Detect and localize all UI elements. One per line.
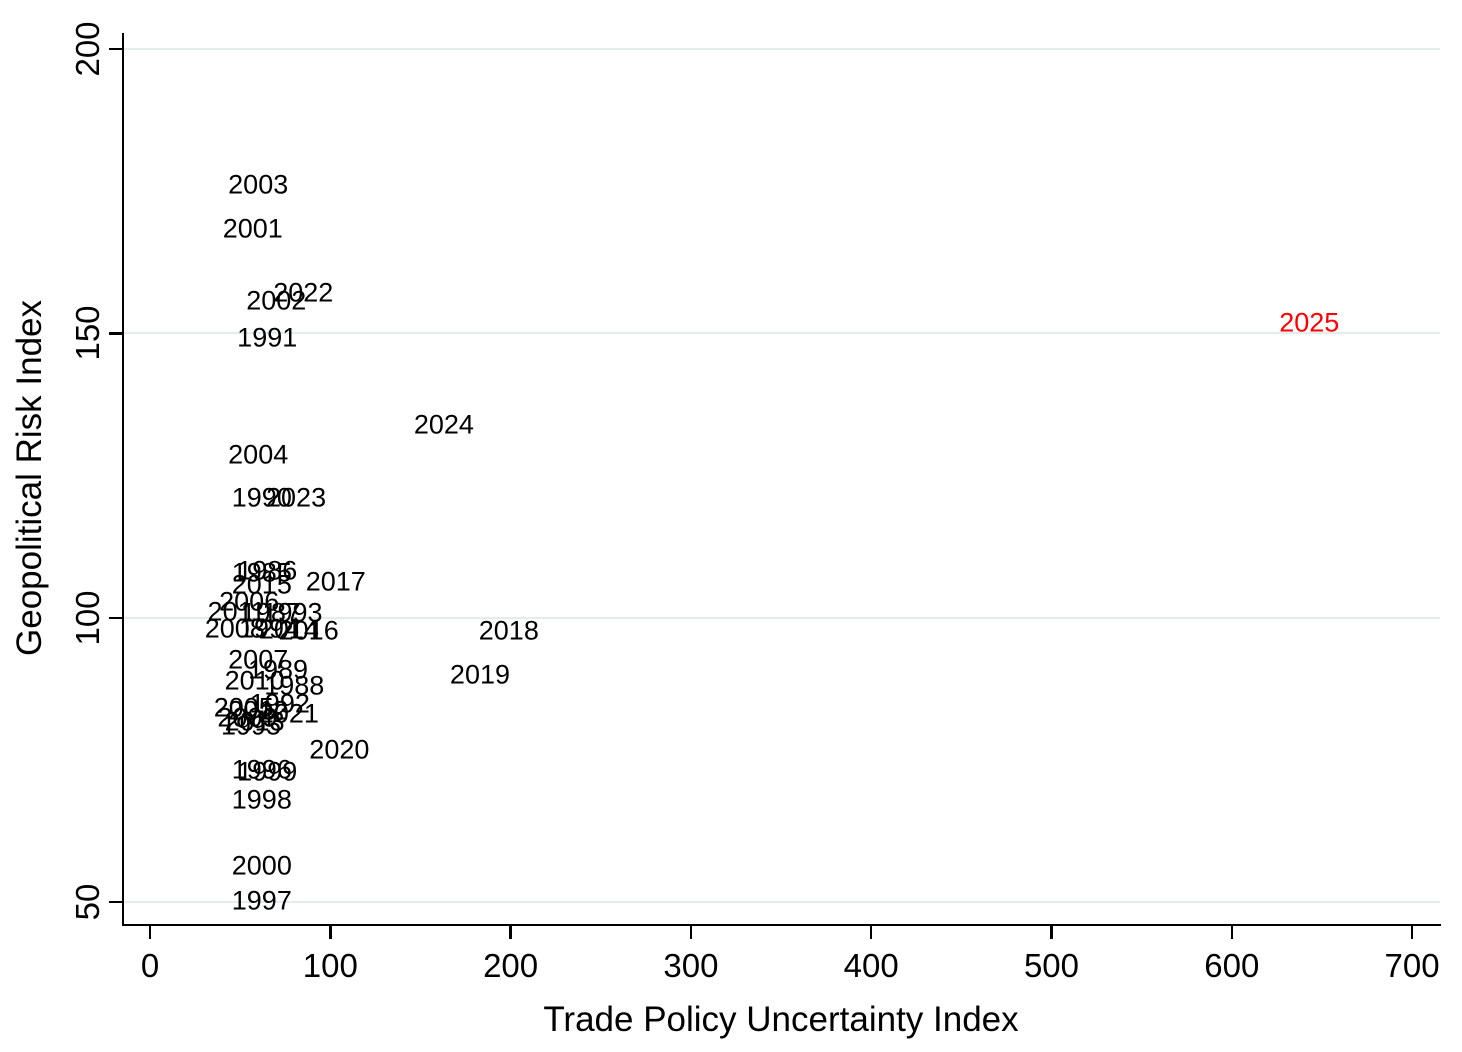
data-point-year-label: 2016 <box>278 615 339 646</box>
data-point-year-label: 1987 <box>240 597 301 628</box>
data-point-year-label: 2006 <box>219 586 280 617</box>
data-point-year-label: 2007 <box>228 644 289 675</box>
data-point-year-label: 2001 <box>222 213 283 244</box>
data-point-year-label: 2004 <box>228 439 289 470</box>
data-point-year-label: 2000 <box>231 850 292 881</box>
data-point-year-label: 2023 <box>266 482 327 513</box>
y-axis-title: Geopolitical Risk Index <box>10 300 49 656</box>
data-point-year-label: 1992 <box>249 688 310 719</box>
y-tick-mark <box>109 900 123 904</box>
x-tick-label: 200 <box>483 947 539 984</box>
data-point-year-label: 2021 <box>258 698 319 729</box>
x-tick-label: 400 <box>843 947 899 984</box>
data-point-year-label: 1991 <box>237 322 298 353</box>
y-tick-label: 100 <box>69 590 106 646</box>
y-tick-label: 150 <box>69 305 106 361</box>
y-tick-mark <box>109 332 123 335</box>
data-point-year-label: 2013 <box>224 706 285 737</box>
x-tick-label: 300 <box>663 947 719 984</box>
x-tick-label: 100 <box>302 947 358 984</box>
x-tick-label: 500 <box>1023 947 1079 984</box>
x-axis-line <box>121 923 1442 927</box>
data-point-year-label: 2019 <box>449 659 511 690</box>
x-tick-mark <box>1050 925 1053 939</box>
x-tick-mark <box>509 925 512 939</box>
y-tick-mark <box>109 616 123 620</box>
y-gridline <box>123 901 1440 904</box>
data-point-year-label: 2025 <box>1279 307 1340 338</box>
y-gridline <box>123 47 1440 50</box>
x-tick-mark <box>329 925 332 939</box>
data-point-year-label: 1990 <box>231 482 292 513</box>
data-point-year-label: 2008 <box>204 613 265 644</box>
data-point-year-label: 2012 <box>228 695 289 726</box>
data-point-year-label: 2024 <box>413 409 474 440</box>
data-point-year-label: 2020 <box>309 734 370 765</box>
data-point-year-label: 1986 <box>237 555 298 586</box>
data-point-year-label: 2017 <box>305 566 366 597</box>
y-tick-label: 50 <box>69 883 106 921</box>
data-point-year-label: 2003 <box>228 169 289 200</box>
data-point-year-label: 1988 <box>264 670 325 701</box>
x-tick-label: 700 <box>1384 947 1440 984</box>
data-point-year-label: 1985 <box>231 557 292 588</box>
data-point-year-label: 2009 <box>217 702 278 733</box>
data-point-year-label: 2002 <box>246 285 307 316</box>
data-point-year-label: 2010 <box>224 665 285 696</box>
data-point-year-label: 1989 <box>248 654 309 685</box>
x-tick-label: 0 <box>140 947 160 984</box>
y-gridline <box>123 616 1440 619</box>
data-point-year-label: 2018 <box>478 615 539 646</box>
x-tick-label: 600 <box>1204 947 1260 984</box>
data-point-year-label: 2015 <box>231 569 292 600</box>
x-tick-mark <box>148 925 152 939</box>
y-tick-mark <box>109 47 123 51</box>
data-point-year-label: 1995 <box>220 710 282 741</box>
data-point-year-label: 1999 <box>237 756 298 787</box>
y-tick-label: 200 <box>69 21 106 77</box>
data-point-year-label: 1998 <box>231 784 292 815</box>
x-tick-mark <box>689 925 693 939</box>
data-point-year-label: 2011 <box>207 596 266 627</box>
y-gridline <box>123 332 1440 335</box>
x-tick-mark <box>869 925 873 939</box>
x-axis-title: Trade Policy Uncertainty Index <box>543 1000 1019 1039</box>
data-point-year-label: 1996 <box>231 754 292 785</box>
x-tick-mark <box>1410 925 1414 939</box>
data-point-year-label: 1993 <box>262 597 323 628</box>
data-point-year-label: 1997 <box>231 885 292 916</box>
y-axis-line <box>121 33 125 925</box>
data-point-year-label: 1994 <box>238 613 300 644</box>
x-tick-mark <box>1230 925 1234 939</box>
data-point-year-label: 2022 <box>273 277 334 308</box>
data-point-year-label: 2005 <box>213 692 274 723</box>
data-point-year-label: 2014 <box>258 614 319 645</box>
